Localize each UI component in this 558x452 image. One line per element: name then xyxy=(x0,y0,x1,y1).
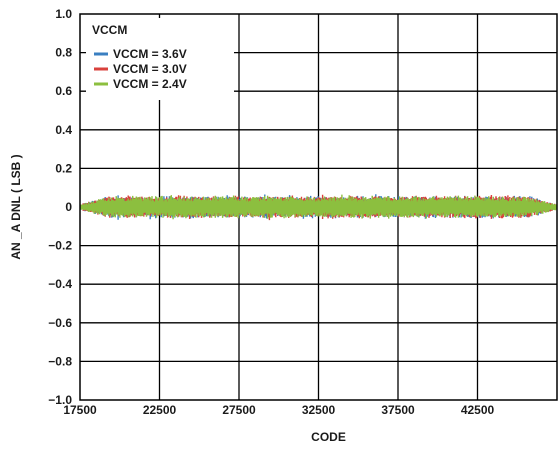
x-tick-label: 32500 xyxy=(302,403,336,417)
y-tick-label: 1.0 xyxy=(55,7,72,21)
y-tick-label: −1.0 xyxy=(48,393,72,407)
y-tick-label: −0.4 xyxy=(48,277,72,291)
y-tick-label: −0.6 xyxy=(48,316,72,330)
data-layer xyxy=(79,194,558,221)
x-tick-label: 22500 xyxy=(143,403,177,417)
y-tick-label: 0.4 xyxy=(55,123,72,137)
x-tick-label: 27500 xyxy=(222,403,256,417)
plot-frame xyxy=(79,13,558,401)
y-tick-label: 0.2 xyxy=(55,161,72,175)
y-tick-label: 0.8 xyxy=(55,46,72,60)
y-tick-label: 0 xyxy=(65,200,72,214)
y-tick-label: −0.8 xyxy=(48,354,72,368)
y-tick-labels: 1.0 0.8 0.6 0.4 0.2 0 −0.2 −0.4 −0.6 −0.8 −1.0 xyxy=(48,7,72,407)
x-tick-label: 42500 xyxy=(461,403,495,417)
legend-label: VCCM = 2.4V xyxy=(113,77,187,91)
legend-background xyxy=(86,18,234,100)
legend-title: VCCM xyxy=(92,23,127,37)
x-tick-labels: 17500 22500 27500 32500 37500 42500 xyxy=(63,403,494,417)
legend-label: VCCM = 3.0V xyxy=(113,62,187,76)
x-axis-title: CODE xyxy=(311,430,346,444)
x-tick-label: 37500 xyxy=(381,403,415,417)
y-axis-title: AN _A DNL ( LSB ) xyxy=(9,154,23,259)
y-tick-label: −0.2 xyxy=(48,239,72,253)
y-tick-label: 0.6 xyxy=(55,84,72,98)
x-tick-label: 17500 xyxy=(63,403,97,417)
legend-label: VCCM = 3.6V xyxy=(113,47,187,61)
